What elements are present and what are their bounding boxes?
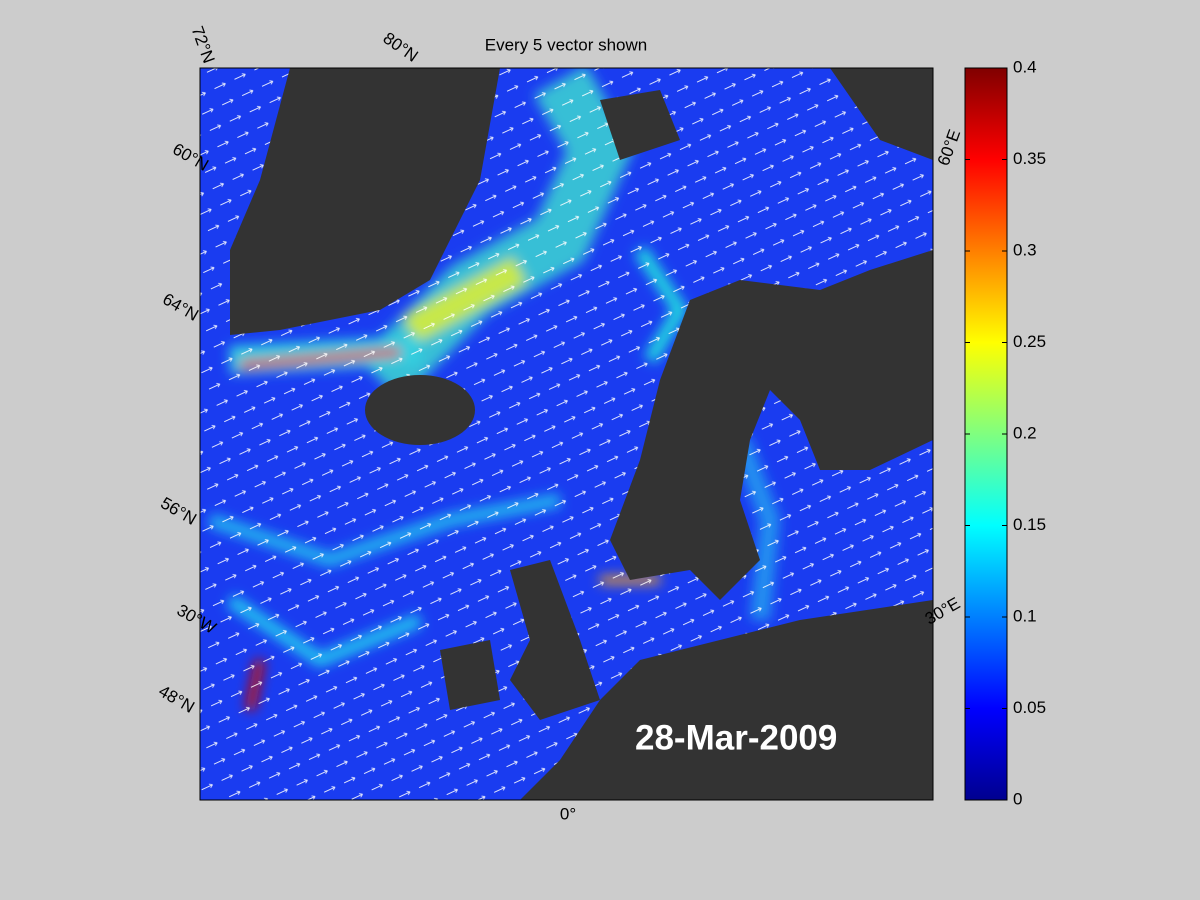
- map: [200, 68, 933, 800]
- lon-label: 0°: [560, 804, 576, 823]
- date-label: 28-Mar-2009: [635, 718, 837, 757]
- lat-label: 56°N: [157, 493, 199, 528]
- lon-label: 60°E: [934, 127, 965, 168]
- colorbar-tick-label: 0.15: [1013, 515, 1046, 534]
- lat-label: 80°N: [380, 28, 422, 65]
- lat-label: 48°N: [155, 681, 197, 716]
- colorbar-tick-label: 0.35: [1013, 149, 1046, 168]
- colorbar-tick-label: 0.2: [1013, 423, 1037, 442]
- colorbar-tick-label: 0.05: [1013, 698, 1046, 717]
- map-title: Every 5 vector shown: [485, 35, 648, 54]
- colorbar-tick-label: 0.3: [1013, 240, 1037, 259]
- colorbar-tick-label: 0.25: [1013, 332, 1046, 351]
- lat-label: 64°N: [159, 289, 201, 324]
- land: [230, 68, 933, 800]
- lat-label: 72°N: [188, 24, 219, 66]
- colorbar-tick-label: 0.4: [1013, 57, 1037, 76]
- map-frame: [199, 67, 934, 801]
- colorbar: [964, 67, 1008, 801]
- colorbar-tick-label: 0.1: [1013, 606, 1037, 625]
- colorbar-tick-label: 0: [1013, 789, 1022, 808]
